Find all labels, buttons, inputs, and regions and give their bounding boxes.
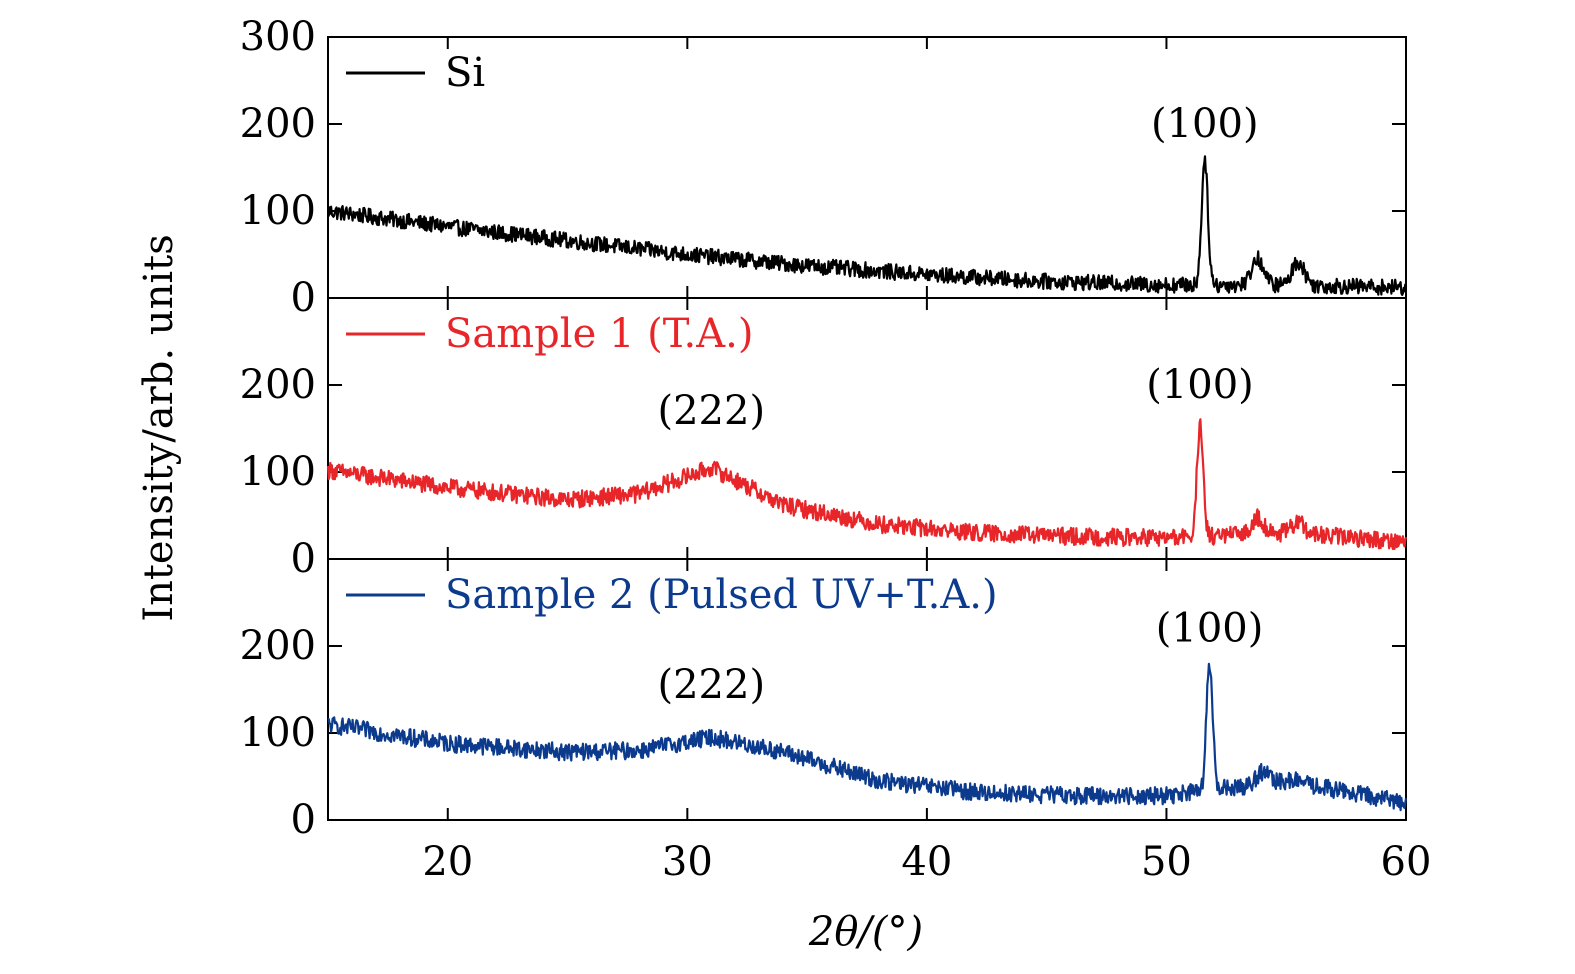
- panel-3: 0 100 200 Sample 2 (Pulsed UV+T.A.) (222) (10…: [240, 558, 1408, 843]
- peak-annotation: (100): [1146, 362, 1254, 408]
- y-axis-title: Intensity/arb. units: [136, 234, 182, 621]
- y-tick-label: 100: [240, 449, 316, 495]
- legend-label: Sample 2 (Pulsed UV+T.A.): [445, 572, 998, 618]
- x-tick-label: 40: [901, 839, 952, 885]
- panel-frame: [327, 36, 1407, 299]
- legend-label: Sample 1 (T.A.): [445, 311, 753, 357]
- panel-2: 0 100 200 Sample 1 (T.A.) (222) (100): [240, 297, 1408, 582]
- peak-annotation: (222): [658, 388, 766, 434]
- y-tick-label: 200: [240, 101, 316, 147]
- x-axis: 20 30 40 50 60: [422, 839, 1431, 885]
- y-tick-label: 200: [240, 362, 316, 408]
- peak-annotation: (100): [1156, 606, 1264, 652]
- x-tick-label: 60: [1381, 839, 1432, 885]
- x-tick-label: 30: [662, 839, 713, 885]
- series-line-sample-1: [326, 418, 1408, 551]
- y-tick-label: 0: [291, 275, 316, 321]
- y-tick-label: 100: [240, 188, 316, 234]
- panel-frame: [327, 558, 1407, 821]
- series-line-sample-2: [327, 662, 1408, 812]
- series-line-si: [326, 155, 1407, 296]
- y-tick-label: 200: [240, 623, 316, 669]
- y-tick-label: 100: [240, 710, 316, 756]
- peak-annotation: (222): [658, 662, 766, 708]
- x-tick-label: 50: [1141, 839, 1192, 885]
- peak-annotation: (100): [1151, 101, 1259, 147]
- y-tick-label: 0: [291, 797, 316, 843]
- x-tick-label: 20: [422, 839, 473, 885]
- x-axis-title: 2θ/(°): [808, 909, 923, 955]
- legend-label: Si: [445, 50, 485, 96]
- y-tick-label: 300: [240, 14, 316, 60]
- panel-1: 0 100 200 300 Si (100): [240, 14, 1407, 321]
- panels-layer: 0 100 200 300 Si (100) 0 100 200 Sample 1 (T.A.) (…: [240, 14, 1408, 843]
- y-tick-label: 0: [291, 536, 316, 582]
